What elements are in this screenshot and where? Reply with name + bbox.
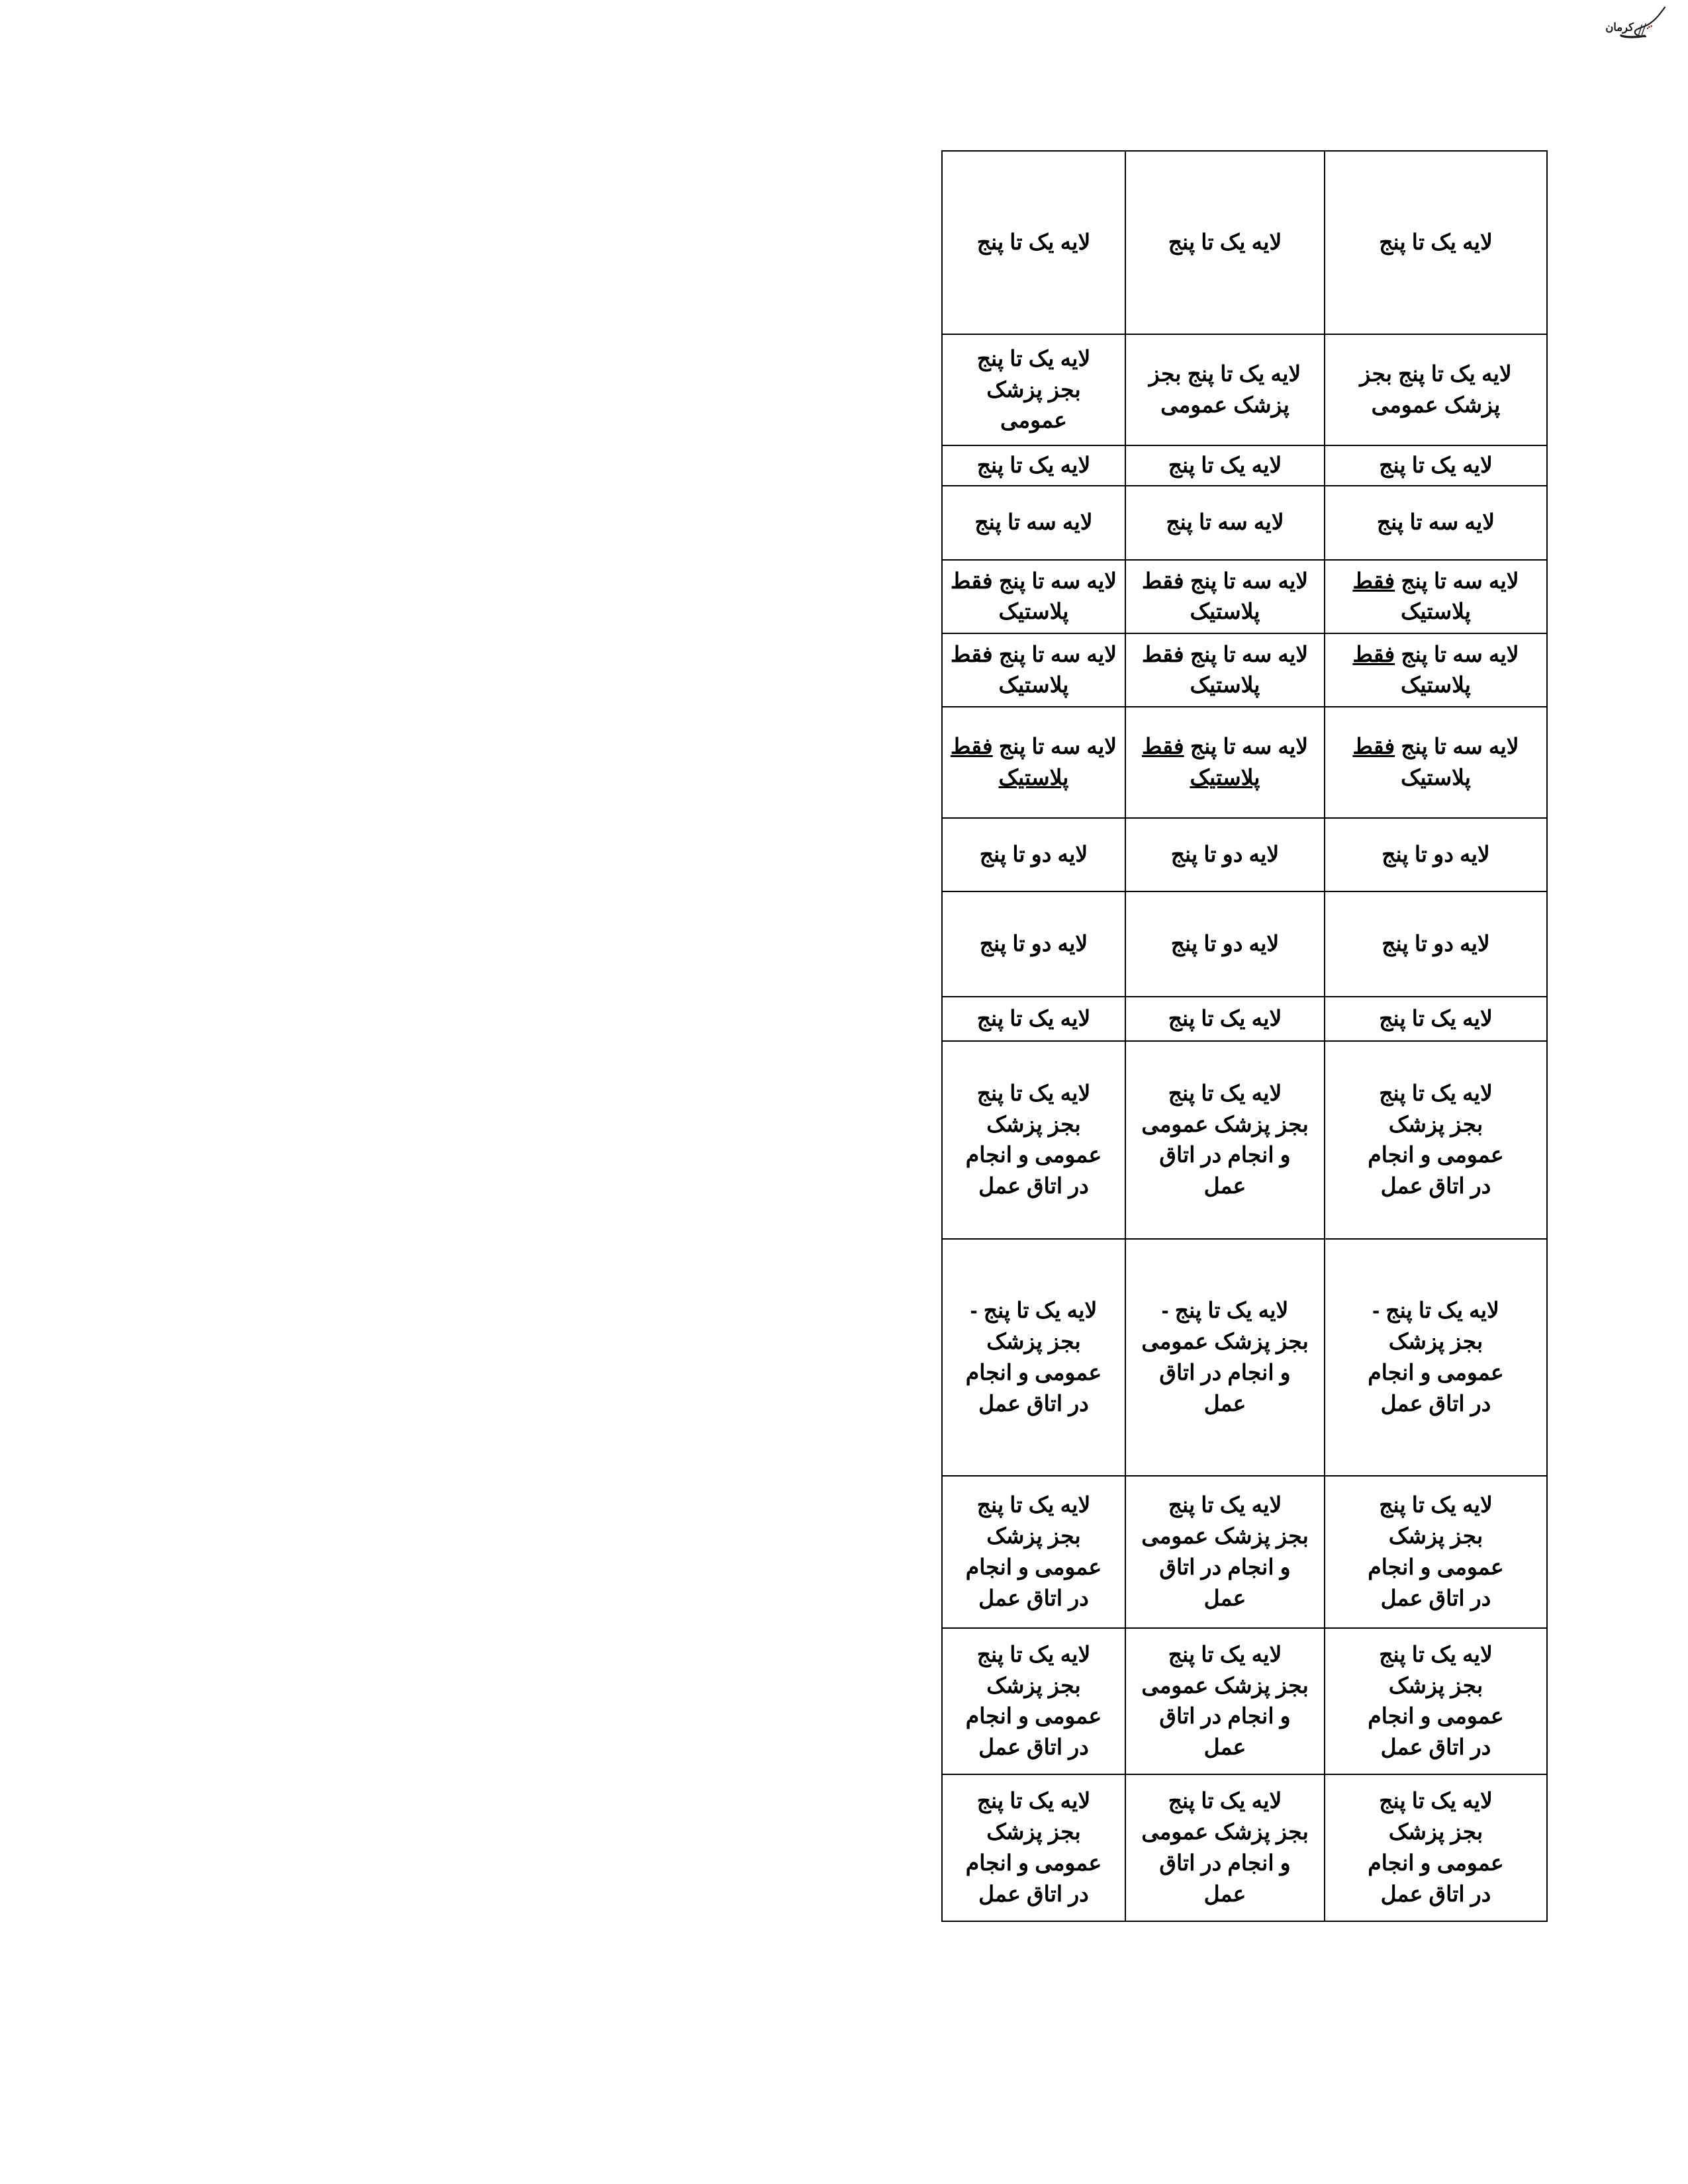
svg-text:کرمان: کرمان (1605, 22, 1634, 34)
